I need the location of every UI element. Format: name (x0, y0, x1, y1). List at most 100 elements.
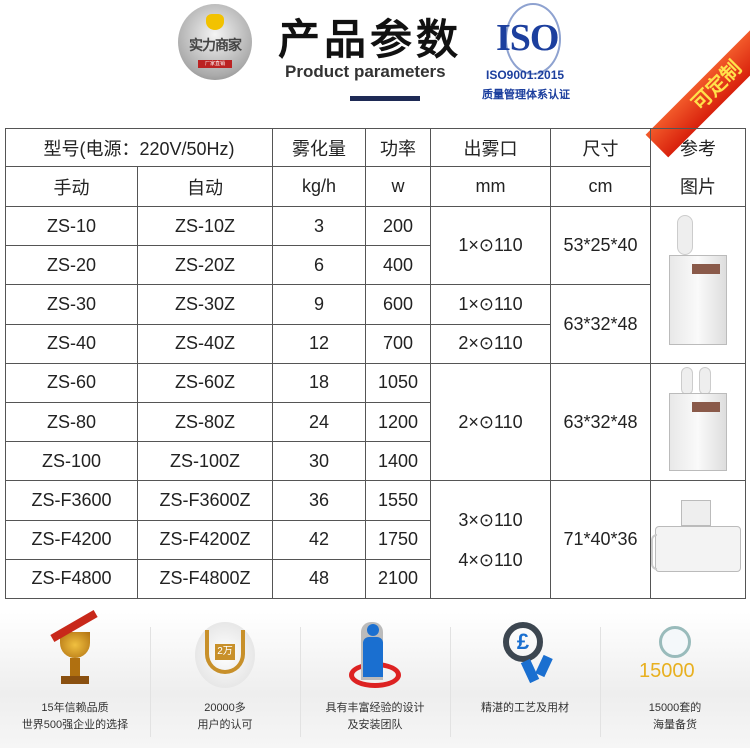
feature-line1: 15年信赖品质 (41, 702, 109, 714)
reference-picture (650, 362, 746, 482)
power: 1750 (365, 519, 431, 560)
model-manual: ZS-F4200 (5, 519, 138, 560)
mist-rate: 30 (272, 441, 366, 482)
feature-item: 2万 20000多 用户的认可 (150, 612, 300, 748)
model-manual: ZS-60 (5, 362, 138, 403)
feature-text: 20000多 用户的认可 (150, 700, 300, 734)
table-row: ZS-80 ZS-80Z 24 1200 (5, 401, 746, 443)
badge-label: 2万 (215, 644, 235, 660)
feature-text: 精湛的工艺及用材 (450, 700, 600, 717)
feature-text: 15年信赖品质 世界500强企业的选择 (0, 700, 150, 734)
mist-rate: 24 (272, 401, 366, 443)
table-row: ZS-F3600 ZS-F3600Z 36 1550 3×⊙110 4×⊙110 71*40… (5, 480, 746, 599)
model-auto: ZS-F3600Z (137, 480, 273, 521)
badge-sub: 厂家直销 (198, 60, 232, 68)
model-auto: ZS-10Z (137, 205, 273, 247)
power: 1050 (365, 362, 431, 403)
col-picture-l1: 参考 (680, 138, 716, 159)
feature-line1: 20000多 (204, 702, 246, 714)
trophy-icon (45, 610, 105, 692)
model-manual: ZS-F3600 (5, 480, 138, 521)
mist-rate: 48 (272, 558, 366, 599)
model-manual: ZS-30 (5, 284, 138, 325)
col-picture-l2: 图片 (680, 176, 716, 197)
feature-line1: 具有丰富经验的设计 (325, 702, 425, 714)
model-manual: ZS-40 (5, 323, 138, 364)
unit-power: w (365, 166, 431, 207)
mist-rate: 9 (272, 284, 366, 325)
power: 400 (365, 245, 431, 286)
col-outlet: 出雾口 (430, 128, 551, 167)
unit-mist: kg/h (272, 166, 366, 207)
model-auto: ZS-F4200Z (137, 519, 273, 560)
power: 1200 (365, 401, 431, 443)
model-manual: ZS-20 (5, 245, 138, 286)
page-header: 实力商家 厂家直销 产品参数 Product parameters ISO IS… (0, 0, 750, 158)
table-row: ZS-10 ZS-10Z 3 200 1×⊙110 53*25*40 (5, 205, 746, 364)
reference-picture (650, 480, 746, 599)
feature-item: £ 精湛的工艺及用材 (450, 612, 600, 748)
model-manual: ZS-80 (5, 401, 138, 443)
model-auto: ZS-30Z (137, 284, 273, 325)
col-mist: 雾化量 (272, 128, 366, 167)
mist-rate: 12 (272, 323, 366, 364)
magnifier-icon: 15000 (639, 622, 705, 692)
model-auto: ZS-100Z (137, 441, 273, 482)
badge-text: 实力商家 (189, 37, 242, 53)
table-row: ZS-20 ZS-20Z 6 400 (5, 245, 746, 286)
table-row: ZS-30 ZS-30Z 9 600 1×⊙110 63*32*48 (5, 284, 746, 364)
model-auto: ZS-F4800Z (137, 558, 273, 599)
table-row: ZS-60 ZS-60Z 18 1050 2×⊙110 63*32*48 (5, 362, 746, 482)
model-auto: ZS-20Z (137, 245, 273, 286)
team-icon (345, 622, 405, 692)
humidifier-image (663, 367, 733, 477)
divider (300, 627, 301, 737)
dimensions: 53*25*40 (550, 205, 651, 286)
power: 600 (365, 284, 431, 325)
power: 2100 (365, 558, 431, 599)
award-ribbon-icon: £ (495, 622, 555, 692)
iso-cert: ISO9001:2015 (486, 68, 565, 82)
iso-cert-cn: 质量管理体系认证 (482, 89, 570, 101)
seller-badge-logo: 实力商家 厂家直销 (178, 4, 252, 80)
mist-rate: 18 (272, 362, 366, 403)
outlet-size: 2×⊙110 (430, 362, 551, 482)
table-row: ZS-100 ZS-100Z 30 1400 (5, 441, 746, 482)
feature-line1: 15000套的 (648, 702, 702, 714)
mist-rate: 3 (272, 205, 366, 247)
outlet-line: 4×⊙110 (458, 549, 523, 570)
feature-item: 15000 15000套的 海量备货 (600, 612, 750, 748)
badge-label: 15000 (639, 660, 695, 682)
page-subtitle: Product parameters (285, 62, 446, 81)
feature-line1: 精湛的工艺及用材 (481, 702, 569, 714)
mist-rate: 36 (272, 480, 366, 521)
divider (600, 627, 601, 737)
title-underline (350, 96, 420, 101)
parameters-table: 型号(电源：220V/50Hz) 雾化量 功率 出雾口 尺寸 参考 图片 手动 自… (5, 128, 746, 599)
mist-rate: 6 (272, 245, 366, 286)
power: 200 (365, 205, 431, 247)
feature-line2: 及安装团队 (347, 719, 403, 731)
outlet-size: 2×⊙110 (430, 323, 551, 364)
feature-item: 具有丰富经验的设计 及安装团队 (300, 612, 450, 748)
outlet-line: 3×⊙110 (458, 509, 523, 530)
mist-rate: 42 (272, 519, 366, 560)
model-auto: ZS-60Z (137, 362, 273, 403)
feature-text: 具有丰富经验的设计 及安装团队 (300, 700, 450, 734)
divider (450, 627, 451, 737)
dimensions: 63*32*48 (550, 284, 651, 364)
table-row: ZS-40 ZS-40Z 12 700 2×⊙110 (5, 323, 746, 364)
iso-logo: ISO (496, 17, 559, 59)
power: 700 (365, 323, 431, 364)
col-auto: 自动 (137, 166, 273, 207)
col-picture: 参考 图片 (650, 128, 746, 207)
outlet-size: 1×⊙110 (430, 284, 551, 325)
page-title: 产品参数 (278, 15, 463, 64)
feature-line2: 海量备货 (653, 719, 697, 731)
outlet-size: 3×⊙110 4×⊙110 (430, 480, 551, 599)
power: 1400 (365, 441, 431, 482)
laurel-badge-icon: 2万 (195, 622, 255, 692)
outlet-size: 1×⊙110 (430, 205, 551, 286)
unit-outlet: mm (430, 166, 551, 207)
col-power: 功率 (365, 128, 431, 167)
